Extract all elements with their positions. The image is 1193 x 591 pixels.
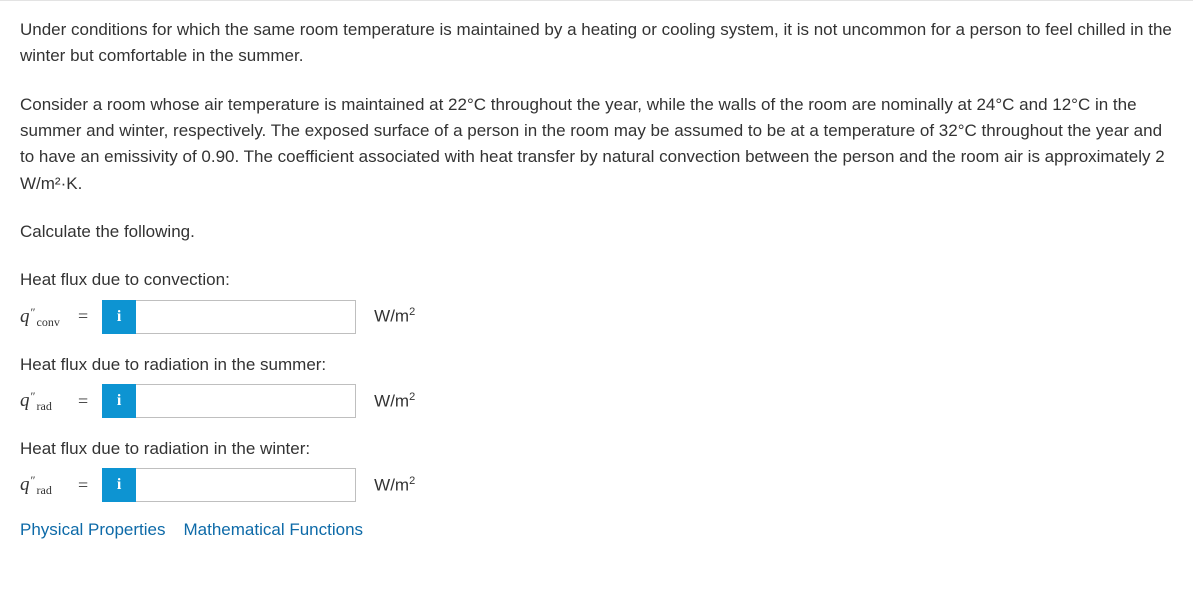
info-icon: i bbox=[117, 308, 121, 326]
answer-row-convection: q″conv = i W/m2 bbox=[20, 300, 1173, 334]
prompt-rad-winter: Heat flux due to radiation in the winter… bbox=[20, 436, 1173, 462]
symbol-base: q bbox=[20, 474, 30, 496]
info-button-conv[interactable]: i bbox=[102, 300, 136, 334]
symbol-sup: ″ bbox=[31, 473, 36, 488]
unit-label: W/m2 bbox=[374, 306, 415, 327]
info-button-rad-winter[interactable]: i bbox=[102, 468, 136, 502]
symbol-q-rad-summer: q″rad bbox=[20, 390, 64, 412]
equals-sign: = bbox=[78, 306, 88, 327]
prompt-convection: Heat flux due to convection: bbox=[20, 267, 1173, 293]
reference-links: Physical Properties Mathematical Functio… bbox=[20, 520, 1173, 540]
intro-paragraph-3: Calculate the following. bbox=[20, 219, 1173, 245]
symbol-sup: ″ bbox=[31, 305, 36, 320]
answer-row-rad-winter: q″rad = i W/m2 bbox=[20, 468, 1173, 502]
link-physical-properties[interactable]: Physical Properties bbox=[20, 520, 166, 540]
symbol-q-rad-winter: q″rad bbox=[20, 474, 64, 496]
intro-paragraph-1: Under conditions for which the same room… bbox=[20, 17, 1173, 70]
input-q-rad-summer[interactable] bbox=[136, 384, 356, 418]
prompt-rad-summer: Heat flux due to radiation in the summer… bbox=[20, 352, 1173, 378]
info-icon: i bbox=[117, 476, 121, 494]
equals-sign: = bbox=[78, 391, 88, 412]
symbol-sub: rad bbox=[37, 483, 52, 498]
answer-row-rad-summer: q″rad = i W/m2 bbox=[20, 384, 1173, 418]
question-page: Under conditions for which the same room… bbox=[0, 0, 1193, 560]
input-q-rad-winter[interactable] bbox=[136, 468, 356, 502]
unit-label: W/m2 bbox=[374, 391, 415, 412]
info-icon: i bbox=[117, 392, 121, 410]
symbol-sub: conv bbox=[37, 315, 60, 330]
symbol-sup: ″ bbox=[31, 389, 36, 404]
input-q-conv[interactable] bbox=[136, 300, 356, 334]
equals-sign: = bbox=[78, 475, 88, 496]
link-mathematical-functions[interactable]: Mathematical Functions bbox=[184, 520, 364, 540]
intro-paragraph-2: Consider a room whose air temperature is… bbox=[20, 92, 1173, 197]
symbol-sub: rad bbox=[37, 399, 52, 414]
symbol-base: q bbox=[20, 306, 30, 328]
unit-label: W/m2 bbox=[374, 475, 415, 496]
symbol-base: q bbox=[20, 390, 30, 412]
info-button-rad-summer[interactable]: i bbox=[102, 384, 136, 418]
symbol-q-conv: q″conv bbox=[20, 306, 64, 328]
